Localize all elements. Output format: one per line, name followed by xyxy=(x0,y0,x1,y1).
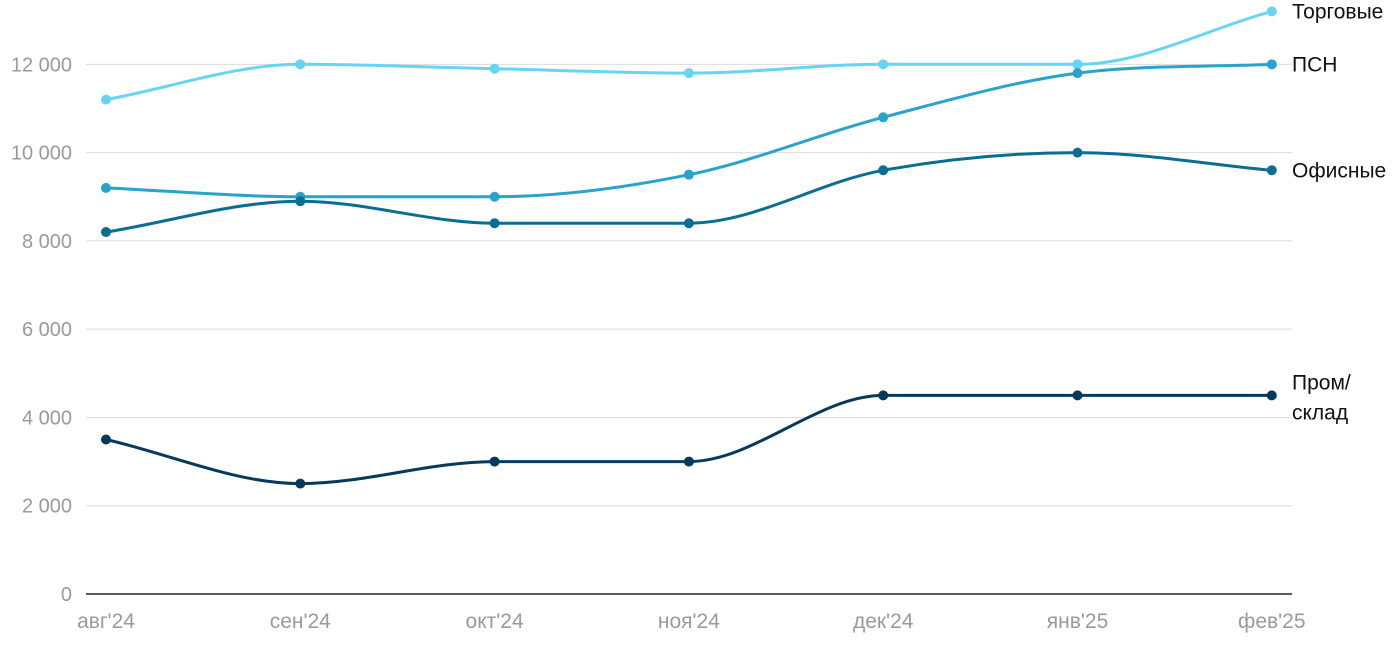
series-label-line: Пром/ xyxy=(1292,371,1351,394)
data-point xyxy=(101,182,111,193)
series-label-line: Офисные xyxy=(1292,159,1386,182)
y-tick-label: 6 000 xyxy=(22,319,72,341)
data-point xyxy=(878,390,889,401)
y-tick-label: 12 000 xyxy=(11,54,72,76)
series-lines xyxy=(104,9,1274,486)
series-line xyxy=(104,9,1274,102)
data-point xyxy=(878,165,889,176)
data-point xyxy=(1072,147,1083,158)
series-label-line: Торговые xyxy=(1292,0,1383,23)
series-label: Офисные xyxy=(1292,159,1386,182)
series-labels: Торговые ПСН Офисные Пром/склад xyxy=(1292,0,1386,424)
y-tick-label: 2 000 xyxy=(22,496,72,518)
data-point xyxy=(295,59,306,70)
x-tick-label: фев'25 xyxy=(1238,610,1305,633)
data-point xyxy=(683,456,694,467)
data-point xyxy=(101,434,111,445)
data-point xyxy=(295,478,306,489)
data-point xyxy=(1266,6,1277,17)
data-point xyxy=(683,169,694,180)
y-tick-label: 8 000 xyxy=(22,231,72,253)
x-tick-label: авг'24 xyxy=(77,610,135,633)
data-point xyxy=(489,456,500,467)
y-tick-label: 10 000 xyxy=(11,143,72,165)
series-label: Пром/склад xyxy=(1292,371,1351,424)
gridlines xyxy=(86,63,1292,595)
data-point xyxy=(1266,59,1277,70)
series-points xyxy=(101,6,1277,489)
data-point xyxy=(101,94,111,105)
y-tick-label: 4 000 xyxy=(22,407,72,429)
data-point xyxy=(683,68,694,79)
x-tick-label: янв'25 xyxy=(1047,610,1109,633)
x-tick-label: ноя'24 xyxy=(658,610,720,633)
x-tick-label: дек'24 xyxy=(853,610,914,633)
data-point xyxy=(1266,390,1277,401)
y-axis-ticks: 0 2 000 4 000 6 000 8 000 10 000 12 000 xyxy=(11,54,72,606)
series-label: Торговые xyxy=(1292,0,1383,23)
data-point xyxy=(1072,390,1083,401)
x-tick-label: окт'24 xyxy=(466,610,524,633)
data-point xyxy=(489,63,500,74)
data-point xyxy=(878,112,889,123)
series-line xyxy=(104,393,1274,486)
data-point xyxy=(295,196,306,207)
data-point xyxy=(1266,165,1277,176)
data-point xyxy=(489,218,500,229)
data-point xyxy=(101,227,111,238)
series-label-line: ПСН xyxy=(1292,53,1337,76)
x-axis-ticks: авг'24 сен'24 окт'24 ноя'24 дек'24 янв'25 фев'… xyxy=(77,610,1305,633)
data-point xyxy=(683,218,694,229)
y-tick-label: 0 xyxy=(61,584,72,606)
data-point xyxy=(489,191,500,202)
data-point xyxy=(1072,68,1083,79)
data-point xyxy=(878,59,889,70)
data-point xyxy=(1072,59,1083,70)
series-label-line: склад xyxy=(1292,401,1348,424)
x-tick-label: сен'24 xyxy=(270,610,331,633)
series-label: ПСН xyxy=(1292,53,1337,76)
